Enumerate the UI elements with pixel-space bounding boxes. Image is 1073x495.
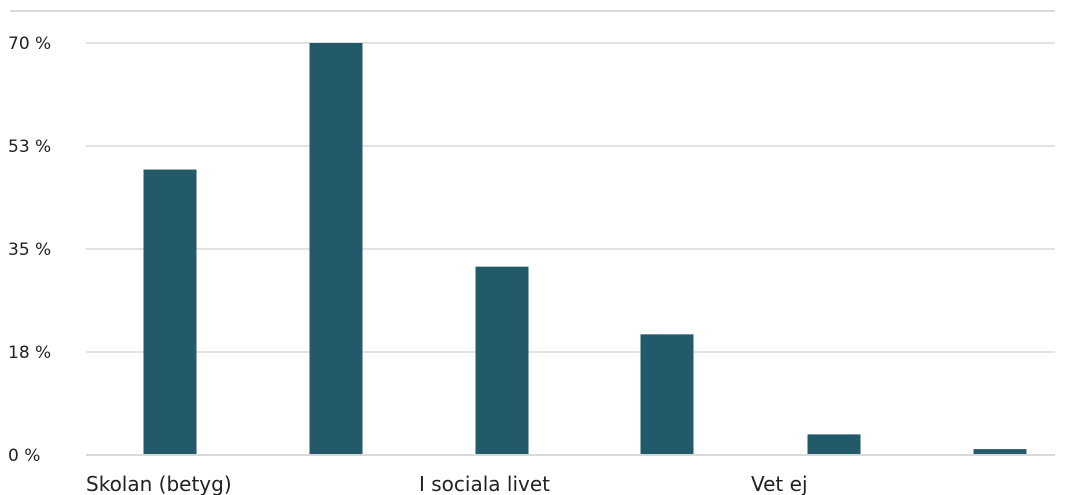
- gridlines: [10, 10, 1055, 353]
- x-category-label: I sociala livet: [419, 472, 550, 495]
- bar: [807, 434, 861, 455]
- y-tick-label: 35 %: [8, 240, 51, 260]
- y-tick-label: 70 %: [8, 34, 51, 54]
- bar: [973, 449, 1027, 455]
- bar: [309, 43, 363, 455]
- y-tick-label: 18 %: [8, 343, 51, 363]
- y-axis-tick-labels: 0 % 18 % 35 % 53 % 70 %: [8, 34, 51, 466]
- x-axis-category-labels: Skolan (betyg) I sociala livet Vet ej: [86, 472, 808, 495]
- bars: [143, 43, 1027, 456]
- bar: [143, 169, 197, 456]
- x-category-label: Vet ej: [751, 472, 808, 495]
- y-tick-label: 0 %: [8, 446, 40, 466]
- bar: [640, 334, 694, 455]
- x-category-label: Skolan (betyg): [86, 472, 232, 495]
- y-tick-label: 53 %: [8, 137, 51, 157]
- bar: [475, 266, 529, 455]
